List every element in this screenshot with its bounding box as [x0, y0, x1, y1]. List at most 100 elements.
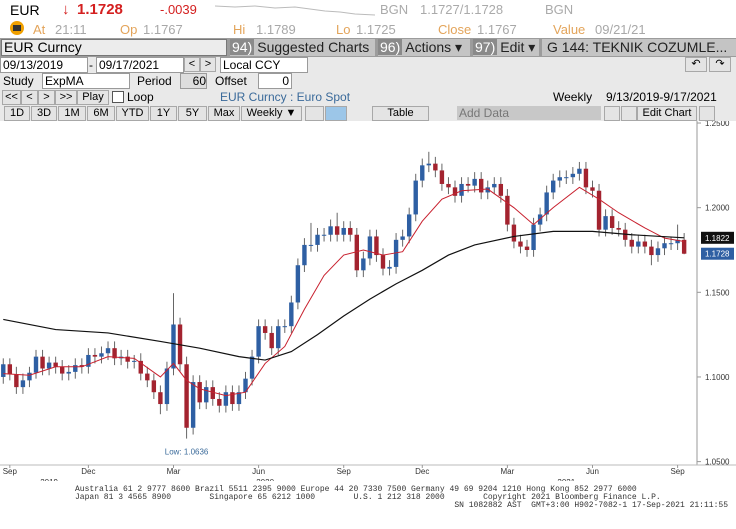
- sparkline: [215, 5, 375, 16]
- chart-style[interactable]: [325, 106, 347, 121]
- change: -.0039: [160, 2, 197, 17]
- nav-button[interactable]: >: [38, 90, 55, 105]
- candle-body: [112, 348, 117, 359]
- candle-body: [570, 173, 576, 178]
- period-button[interactable]: YTD: [116, 106, 149, 121]
- offset-input[interactable]: 0: [258, 73, 292, 89]
- period-input[interactable]: 60: [180, 73, 207, 89]
- candle-body: [20, 380, 26, 388]
- candle-body: [367, 236, 373, 259]
- candle-body: [492, 183, 497, 188]
- close-label: Close: [438, 22, 472, 37]
- value-label: Value: [553, 22, 586, 37]
- security-description: EUR Curncy : Euro Spot: [220, 90, 351, 104]
- candle-body: [354, 234, 360, 271]
- candle-body: [40, 356, 45, 369]
- menu[interactable]: 97) Edit ▾: [473, 39, 539, 56]
- candle-body: [341, 227, 346, 235]
- nav-button[interactable]: <<: [2, 90, 21, 105]
- candle-body: [439, 170, 445, 184]
- icon-button[interactable]: [604, 106, 620, 121]
- redo[interactable]: ↷: [709, 57, 731, 72]
- offset-label: Offset: [215, 74, 247, 88]
- candle-body: [243, 378, 248, 393]
- candle-body: [387, 266, 392, 269]
- currency-select[interactable]: Local CCY: [220, 57, 308, 73]
- candle-body: [204, 387, 209, 403]
- start-date[interactable]: 09/13/2019: [0, 57, 88, 73]
- candle-body: [577, 168, 582, 174]
- candle-body: [531, 224, 536, 250]
- date-forward[interactable]: >: [200, 57, 216, 72]
- period-button[interactable]: 1M: [58, 106, 86, 121]
- period-button[interactable]: 6M: [87, 106, 115, 121]
- period-button[interactable]: 5Y: [178, 106, 207, 121]
- candle-body: [315, 234, 320, 245]
- x-year-label: 2021: [557, 478, 575, 481]
- moving-average: [3, 186, 685, 397]
- menu[interactable]: 96) Actions ▾: [378, 39, 470, 56]
- price-tag: [701, 247, 734, 260]
- icon-button[interactable]: [621, 106, 637, 121]
- end-date[interactable]: 09/17/2021: [96, 57, 184, 73]
- last-price: 1.1728: [77, 1, 123, 18]
- period-button[interactable]: Max: [208, 106, 240, 121]
- edit-chart[interactable]: Edit Chart: [637, 106, 697, 121]
- add-data-input[interactable]: Add Data: [457, 106, 601, 120]
- candle-body: [190, 382, 196, 428]
- candle-body: [262, 326, 268, 333]
- x-tick-label: Sep: [337, 467, 352, 476]
- candle-body: [276, 326, 281, 349]
- candle-body: [465, 183, 471, 186]
- chart-style[interactable]: [305, 106, 324, 121]
- candle-body: [433, 163, 438, 171]
- menu[interactable]: 94) Suggested Charts: [230, 39, 375, 56]
- nav-button[interactable]: <: [21, 90, 38, 105]
- nav-button[interactable]: >>: [55, 90, 77, 105]
- period-button[interactable]: 1Y: [150, 106, 177, 121]
- candle-body: [478, 178, 484, 193]
- candle-body: [14, 374, 19, 388]
- x-tick-label: Mar: [167, 467, 181, 476]
- candle-body: [636, 241, 641, 247]
- candle-body: [596, 190, 602, 230]
- date-back[interactable]: <: [184, 57, 200, 72]
- candle-body: [79, 365, 85, 367]
- candle-body: [125, 356, 130, 362]
- menu[interactable]: G 144: TEKNIK COZUMLE...: [542, 39, 736, 56]
- x-year-label: 2019: [40, 478, 58, 481]
- high-label: Hi: [233, 22, 246, 37]
- candle-body: [302, 244, 307, 266]
- candle-body: [308, 244, 314, 246]
- period-button[interactable]: 1D: [4, 106, 30, 121]
- open: 1.1767: [143, 22, 183, 37]
- candle-body: [583, 168, 589, 188]
- candle-body: [361, 258, 366, 271]
- candle-body: [603, 216, 608, 230]
- candle-body: [132, 360, 137, 362]
- candle-body: [413, 180, 418, 215]
- candle-body: [662, 243, 667, 249]
- undo[interactable]: ↶: [685, 57, 707, 72]
- study-select[interactable]: ExpMA: [42, 73, 130, 89]
- frequency: Weekly: [553, 90, 593, 104]
- menu-number: G 144:: [547, 39, 590, 55]
- play-button[interactable]: Play: [77, 90, 109, 105]
- frequency-select[interactable]: Weekly ▼: [241, 106, 302, 121]
- candle-body: [145, 373, 150, 381]
- candle-body: [53, 362, 58, 367]
- candle-body: [249, 356, 255, 379]
- table-button[interactable]: Table: [372, 106, 429, 121]
- loop-checkbox[interactable]: [112, 91, 124, 103]
- menu-number: 94): [230, 39, 255, 55]
- period-button[interactable]: 3D: [31, 106, 57, 121]
- value-date: 09/21/21: [595, 22, 646, 37]
- x-tick-label: Dec: [415, 467, 429, 476]
- security-input[interactable]: EUR Curncy: [1, 39, 227, 56]
- icon-button[interactable]: [699, 106, 715, 121]
- x-tick-label: Dec: [81, 467, 95, 476]
- candle-body: [348, 227, 353, 235]
- candle-body: [86, 354, 91, 367]
- candle-body: [557, 177, 562, 181]
